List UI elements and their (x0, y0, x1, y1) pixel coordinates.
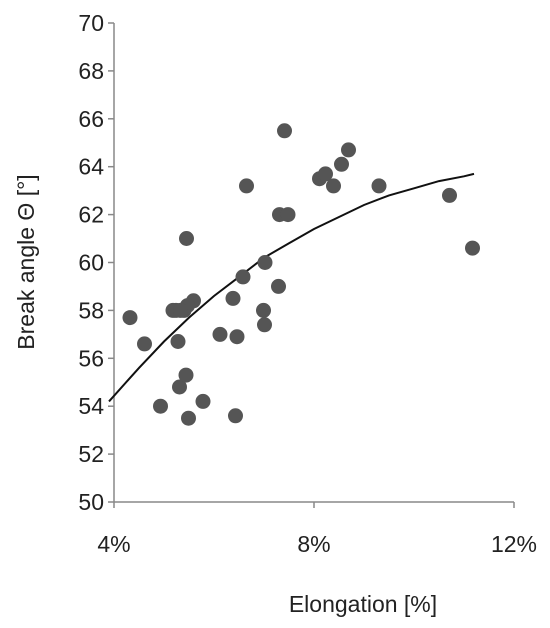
x-axis: 4% 8% 12% (97, 501, 537, 557)
y-tick-label: 70 (78, 10, 104, 36)
trendline (108, 172, 475, 403)
data-point (256, 302, 271, 318)
y-tick-label: 58 (78, 297, 104, 323)
y-tick-label: 56 (78, 345, 104, 371)
x-axis-title: Elongation [%] (289, 591, 437, 617)
data-point (239, 178, 254, 194)
data-point (212, 326, 228, 342)
y-axis: 50 52 54 56 58 60 62 64 66 68 70 (78, 10, 115, 515)
y-tick-label: 50 (78, 489, 104, 515)
data-point (257, 255, 273, 270)
y-tick-label: 68 (78, 58, 104, 84)
data-point (371, 178, 387, 194)
data-point (277, 123, 292, 139)
data-point (229, 329, 245, 345)
y-tick-label: 66 (78, 106, 104, 132)
data-point (173, 302, 188, 318)
x-tick-label: 4% (97, 531, 130, 557)
data-point (137, 336, 152, 352)
data-point (228, 408, 243, 424)
y-tick-label: 54 (78, 393, 104, 419)
data-point (271, 278, 286, 294)
data-point (341, 142, 356, 158)
data-point (181, 410, 196, 426)
data-point (225, 290, 241, 306)
data-point (235, 269, 251, 285)
data-point (179, 231, 194, 246)
x-tick-label: 12% (491, 531, 537, 557)
data-point (280, 207, 296, 223)
data-point (326, 178, 341, 194)
y-tick-label: 52 (78, 441, 104, 467)
y-tick-label: 62 (78, 202, 104, 228)
data-point (318, 166, 333, 182)
data-point (257, 317, 272, 333)
data-points (122, 123, 480, 426)
y-tick-label: 64 (78, 154, 104, 180)
data-point (153, 398, 168, 414)
x-tick-label: 8% (297, 531, 330, 557)
data-point (172, 379, 187, 395)
data-point (195, 393, 211, 409)
y-axis-title: Break angle Θ [°] (13, 174, 39, 349)
y-tick-label: 60 (78, 250, 104, 276)
data-point (170, 334, 186, 349)
data-point (178, 367, 194, 383)
data-point (442, 187, 457, 203)
data-point (122, 310, 138, 326)
trendline-curve (108, 172, 475, 403)
data-point (465, 240, 480, 256)
data-point (334, 156, 349, 172)
